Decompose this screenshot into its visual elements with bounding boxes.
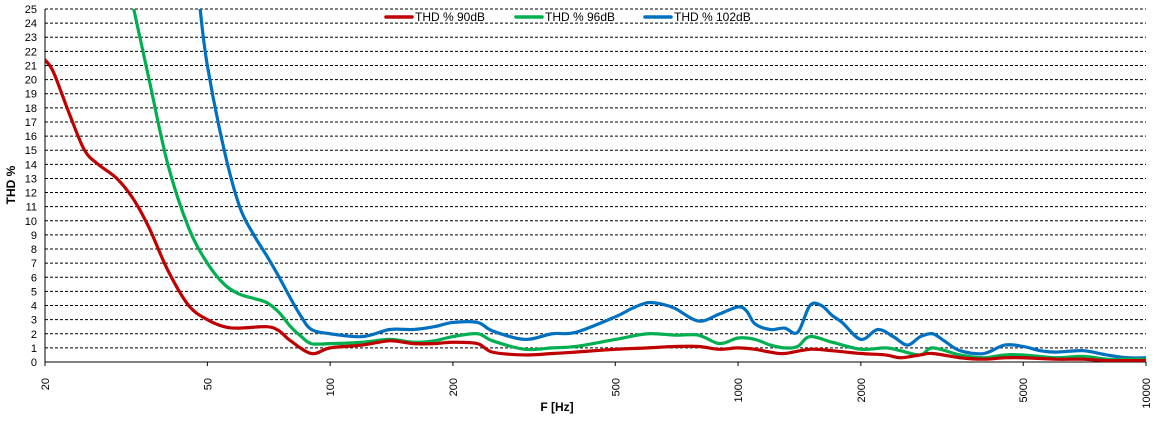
x-tick-label: 200: [448, 378, 460, 396]
y-tick-label: 9: [31, 230, 37, 242]
legend-item: THD % 90dB: [384, 10, 485, 24]
y-tick-label: 13: [25, 173, 37, 185]
axes: [44, 9, 1147, 366]
y-tick-label: 20: [25, 75, 37, 87]
x-tick-label: 50: [202, 378, 214, 390]
y-tick-label: 10: [25, 216, 37, 228]
series-lines: [45, 9, 1146, 362]
legend: THD % 90dB THD % 96dB THD % 102dB: [384, 10, 751, 24]
x-tick-label: 2000: [856, 378, 868, 402]
y-tick-label: 16: [25, 131, 37, 143]
x-tick-label: 10000: [1141, 378, 1153, 409]
y-tick-label: 7: [31, 258, 37, 270]
legend-label: THD % 102dB: [674, 10, 751, 24]
series-line-1: [45, 58, 1146, 362]
y-tick-label: 25: [25, 4, 37, 16]
series-line-3: [198, 9, 1146, 360]
x-tick-label: 5000: [1018, 378, 1030, 402]
x-tick-label: 500: [610, 378, 622, 396]
gridlines: [45, 8, 1146, 349]
y-tick-label: 8: [31, 244, 37, 256]
y-tick-label: 15: [25, 145, 37, 157]
legend-label: THD % 96dB: [545, 10, 615, 24]
x-tick-label: 1000: [733, 378, 745, 402]
x-tick-label: 20: [40, 378, 52, 390]
y-tick-label: 6: [31, 272, 37, 284]
series-line-2: [132, 9, 1146, 361]
y-tick-label: 23: [25, 32, 37, 44]
y-tick-label: 0: [31, 357, 37, 369]
y-tick-label: 3: [31, 315, 37, 327]
y-axis-title: THD %: [4, 165, 18, 204]
x-tick-label: 100: [325, 378, 337, 396]
y-tick-label: 19: [25, 89, 37, 101]
x-tick-labels: 20 50 100 200 500 1000 2000 5000 10000: [40, 378, 1153, 409]
y-tick-label: 22: [25, 46, 37, 58]
y-tick-label: 17: [25, 117, 37, 129]
y-tick-label: 2: [31, 329, 37, 341]
legend-item: THD % 102dB: [643, 10, 751, 24]
y-tick-label: 18: [25, 103, 37, 115]
y-tick-label: 1: [31, 343, 37, 355]
legend-label: THD % 90dB: [415, 10, 485, 24]
y-tick-labels: 0123456789101112131415161718192021222324…: [25, 4, 37, 369]
y-tick-label: 4: [31, 301, 37, 313]
y-tick-label: 21: [25, 60, 37, 72]
legend-item: THD % 96dB: [514, 10, 615, 24]
y-tick-label: 11: [26, 202, 37, 214]
y-tick-label: 24: [25, 18, 37, 30]
x-axis-title: F [Hz]: [540, 400, 573, 414]
y-tick-label: 14: [25, 159, 37, 171]
y-tick-label: 5: [31, 286, 37, 298]
y-tick-label: 12: [25, 188, 37, 200]
